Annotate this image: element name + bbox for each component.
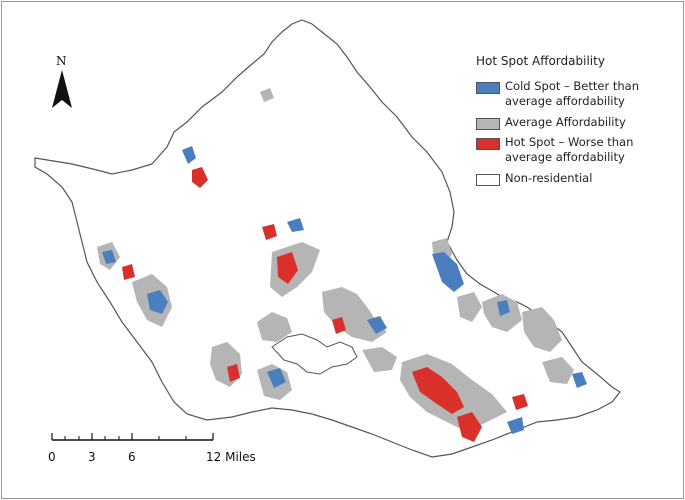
legend-label-cold-line1: Cold Spot – Better than	[505, 79, 639, 93]
scale-bar: 0 3 6 12 Miles	[46, 430, 286, 466]
north-arrow-icon	[52, 70, 72, 108]
hot-spot-areas	[122, 167, 528, 442]
pearl-harbor-outline	[271, 333, 358, 375]
legend-swatch-non-residential	[476, 174, 500, 186]
scale-label-6: 6	[128, 450, 136, 464]
north-arrow: N	[48, 54, 76, 110]
legend-label-hot-line1: Hot Spot – Worse than	[505, 135, 634, 149]
legend-item-hot-spot: Hot Spot – Worse than average affordabil…	[476, 135, 676, 171]
cold-spot-areas	[102, 146, 587, 434]
legend-item-average: Average Affordability	[476, 115, 676, 135]
scale-bar-ruler	[51, 433, 214, 441]
legend: Hot Spot Affordability Cold Spot – Bette…	[476, 54, 676, 191]
legend-item-non-residential: Non-residential	[476, 171, 676, 191]
scale-label-0: 0	[48, 450, 56, 464]
legend-label-hot-line2: average affordability	[505, 150, 625, 164]
legend-label-average: Average Affordability	[505, 115, 626, 129]
legend-label-cold-line2: average affordability	[505, 94, 625, 108]
legend-swatch-hot	[476, 138, 500, 150]
island-outline	[34, 19, 621, 458]
north-letter: N	[56, 54, 67, 68]
legend-title: Hot Spot Affordability	[476, 54, 605, 68]
legend-swatch-cold	[476, 82, 500, 94]
scale-label-3: 3	[88, 450, 96, 464]
legend-label-non-residential: Non-residential	[505, 171, 593, 185]
scale-label-12-miles: 12 Miles	[206, 450, 256, 464]
legend-item-cold-spot: Cold Spot – Better than average affordab…	[476, 79, 676, 115]
legend-swatch-average	[476, 118, 500, 130]
